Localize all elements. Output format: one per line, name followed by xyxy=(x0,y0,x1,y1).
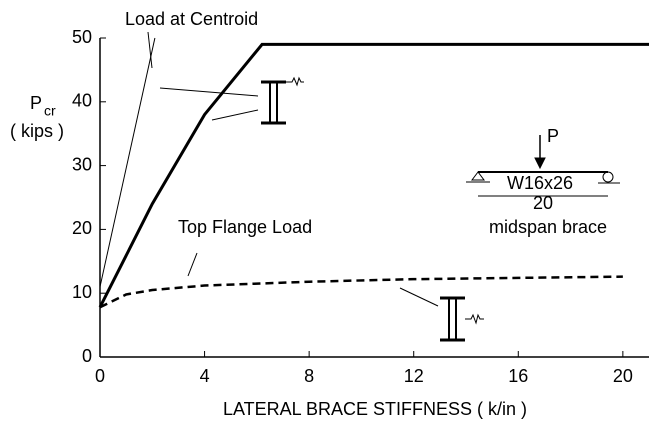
beam-icon-bottom xyxy=(440,296,484,342)
inset-span: 20 xyxy=(533,193,553,213)
inset-section: W16x26 xyxy=(507,173,573,193)
series-line xyxy=(99,37,156,287)
beam-icon-top xyxy=(261,76,304,125)
series-line xyxy=(99,275,623,309)
annotation: Load at Centroid xyxy=(125,9,258,29)
x-tick-label: 8 xyxy=(304,366,314,386)
inset-caption: midspan brace xyxy=(489,217,607,237)
inset-load: P xyxy=(547,126,559,146)
y-axis-label-sub: cr xyxy=(44,103,56,119)
x-tick-label: 16 xyxy=(508,366,528,386)
inset-diagram xyxy=(466,135,620,197)
y-tick-label: 0 xyxy=(82,346,92,366)
y-axis-unit: ( kips ) xyxy=(10,121,64,141)
y-tick-label: 10 xyxy=(72,282,92,302)
y-tick-label: 20 xyxy=(72,218,92,238)
x-tick-label: 4 xyxy=(200,366,210,386)
y-axis-label: P xyxy=(30,93,42,113)
x-tick-label: 12 xyxy=(404,366,424,386)
y-tick-label: 50 xyxy=(72,27,92,47)
leaders xyxy=(147,31,439,307)
y-tick-label: 40 xyxy=(72,91,92,111)
x-tick-label: 0 xyxy=(95,366,105,386)
annotation: Top Flange Load xyxy=(178,217,312,237)
series-line xyxy=(98,42,649,308)
y-tick-label: 30 xyxy=(72,154,92,174)
x-axis-label: LATERAL BRACE STIFFNESS ( k/in ) xyxy=(223,399,527,419)
x-tick-label: 20 xyxy=(613,366,633,386)
